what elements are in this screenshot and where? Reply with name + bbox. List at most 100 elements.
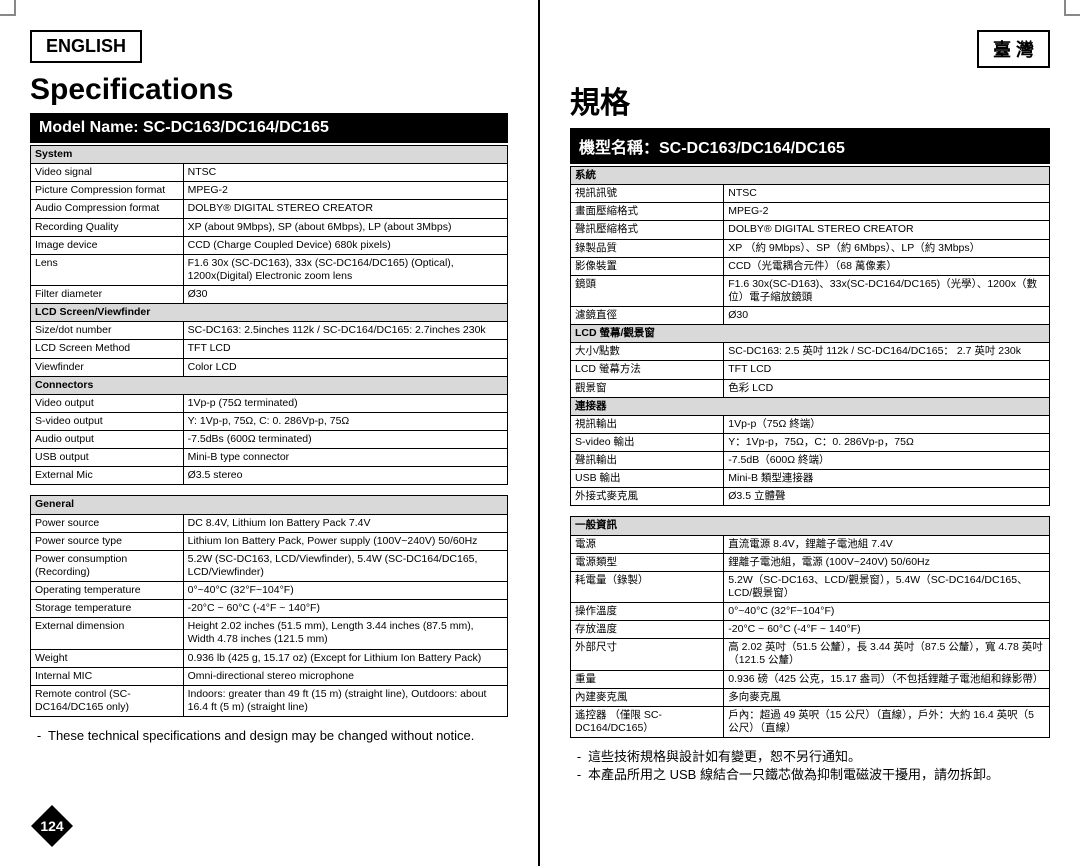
- page-title: 規格: [570, 78, 1050, 122]
- footnotes: -These technical specifications and desi…: [30, 727, 508, 745]
- table-row: 外部尺寸高 2.02 英吋（51.5 公釐），長 3.44 英吋（87.5 公釐…: [571, 639, 1050, 670]
- table-row: USB 輸出Mini-B 類型連接器: [571, 470, 1050, 488]
- page-number: 124: [30, 804, 74, 848]
- table-row: Operating temperature0°~40°C (32°F~104°F…: [31, 582, 508, 600]
- table-row: Recording QualityXP (about 9Mbps), SP (a…: [31, 218, 508, 236]
- table-row: 重量0.936 磅（425 公克，15.17 盎司）（不包括鋰離子電池組和錄影帶…: [571, 670, 1050, 688]
- spec-key: LCD 螢幕方法: [571, 361, 724, 379]
- spec-value: -7.5dBs (600Ω terminated): [183, 431, 507, 449]
- spec-key: 聲訊壓縮格式: [571, 221, 724, 239]
- table-row: External MicØ3.5 stereo: [31, 467, 508, 485]
- table-section-header: 一般資訊: [571, 517, 1050, 535]
- spec-value: 0°~40°C (32°F~104°F): [183, 582, 507, 600]
- language-label: ENGLISH: [46, 36, 126, 56]
- spec-key: 影像裝置: [571, 257, 724, 275]
- spec-key: 耗電量（錄製）: [571, 571, 724, 602]
- table-row: 畫面壓縮格式MPEG-2: [571, 203, 1050, 221]
- page-title: Specifications: [30, 73, 508, 107]
- table-row: 外接式麥克風Ø3.5 立體聲: [571, 488, 1050, 506]
- table-row: LCD Screen MethodTFT LCD: [31, 340, 508, 358]
- spec-key: 大小/點數: [571, 343, 724, 361]
- table-row: 視訊訊號NTSC: [571, 185, 1050, 203]
- lang-row: 臺 灣: [570, 30, 1050, 68]
- spec-value: TFT LCD: [724, 361, 1050, 379]
- spec-key: 遙控器 （僅限 SC-DC164/DC165）: [571, 706, 724, 737]
- spec-key: 外部尺寸: [571, 639, 724, 670]
- spec-value: Color LCD: [183, 358, 507, 376]
- table-row: Video signalNTSC: [31, 164, 508, 182]
- language-label-box: ENGLISH: [30, 30, 142, 63]
- footnote-text: These technical specifications and desig…: [48, 728, 474, 743]
- spec-value: F1.6 30x (SC-DC163), 33x (SC-DC164/DC165…: [183, 254, 507, 285]
- spec-key: Weight: [31, 649, 184, 667]
- spec-value: Height 2.02 inches (51.5 mm), Length 3.4…: [183, 618, 507, 649]
- spec-value: Lithium Ion Battery Pack, Power supply (…: [183, 532, 507, 550]
- language-label-box: 臺 灣: [977, 30, 1050, 68]
- spec-value: 1Vp-p（75Ω 終端）: [724, 415, 1050, 433]
- spec-key: 視訊訊號: [571, 185, 724, 203]
- spec-key: 觀景窗: [571, 379, 724, 397]
- spec-key: Video output: [31, 394, 184, 412]
- spec-key: 存放溫度: [571, 621, 724, 639]
- table-row: Size/dot numberSC-DC163: 2.5inches 112k …: [31, 322, 508, 340]
- table-row: Internal MICOmni-directional stereo micr…: [31, 667, 508, 685]
- spec-value: DOLBY® DIGITAL STEREO CREATOR: [183, 200, 507, 218]
- spec-value: NTSC: [183, 164, 507, 182]
- spec-value: Ø30: [724, 307, 1050, 325]
- spec-value: 色彩 LCD: [724, 379, 1050, 397]
- spec-value: -20°C ~ 60°C (-4°F ~ 140°F): [183, 600, 507, 618]
- language-label: 臺 灣: [993, 40, 1034, 60]
- spec-key: Image device: [31, 236, 184, 254]
- table-row: Image deviceCCD (Charge Coupled Device) …: [31, 236, 508, 254]
- spec-key: USB 輸出: [571, 470, 724, 488]
- spec-value: 1Vp-p (75Ω terminated): [183, 394, 507, 412]
- table-section-header: LCD Screen/Viewfinder: [31, 304, 508, 322]
- model-name-bar: 機型名稱：SC-DC163/DC164/DC165: [570, 128, 1050, 164]
- table-section-header: 系統: [571, 167, 1050, 185]
- spec-value: 0.936 磅（425 公克，15.17 盎司）（不包括鋰離子電池組和錄影帶）: [724, 670, 1050, 688]
- table-row: 電源類型鋰離子電池組，電源 (100V~240V) 50/60Hz: [571, 553, 1050, 571]
- spec-value: 5.2W（SC-DC163、LCD/觀景窗），5.4W（SC-DC164/DC1…: [724, 571, 1050, 602]
- spec-value: XP （約 9Mbps）、SP（約 6Mbps）、LP（約 3Mbps）: [724, 239, 1050, 257]
- spec-value: Y: 1Vp-p, 75Ω, C: 0. 286Vp-p, 75Ω: [183, 412, 507, 430]
- spec-key: 電源類型: [571, 553, 724, 571]
- model-name-bar: Model Name: SC-DC163/DC164/DC165: [30, 113, 508, 143]
- spec-key: Power source type: [31, 532, 184, 550]
- page-number-badge: 124: [30, 804, 74, 848]
- table-row: 影像裝置CCD（光電耦合元件）（68 萬像素）: [571, 257, 1050, 275]
- spec-value: Y：1Vp-p，75Ω，C：0. 286Vp-p，75Ω: [724, 433, 1050, 451]
- table-row: 觀景窗色彩 LCD: [571, 379, 1050, 397]
- spec-key: Filter diameter: [31, 286, 184, 304]
- spec-key: 電源: [571, 535, 724, 553]
- crop-mark-icon: [0, 0, 16, 16]
- table-row: 濾鏡直徑Ø30: [571, 307, 1050, 325]
- table-row: Storage temperature-20°C ~ 60°C (-4°F ~ …: [31, 600, 508, 618]
- spec-key: 外接式麥克風: [571, 488, 724, 506]
- spec-value: 0.936 lb (425 g, 15.17 oz) (Except for L…: [183, 649, 507, 667]
- spec-key: External dimension: [31, 618, 184, 649]
- spec-value: 鋰離子電池組，電源 (100V~240V) 50/60Hz: [724, 553, 1050, 571]
- table-row: Remote control (SC-DC164/DC165 only)Indo…: [31, 685, 508, 716]
- right-page: 臺 灣 規格 機型名稱：SC-DC163/DC164/DC165 系統視訊訊號N…: [540, 0, 1080, 866]
- spec-key: Audio output: [31, 431, 184, 449]
- table-row: Power consumption (Recording)5.2W (SC-DC…: [31, 550, 508, 581]
- spec-key: Audio Compression format: [31, 200, 184, 218]
- table-row: Weight0.936 lb (425 g, 15.17 oz) (Except…: [31, 649, 508, 667]
- spec-key: 濾鏡直徑: [571, 307, 724, 325]
- table-row: External dimensionHeight 2.02 inches (51…: [31, 618, 508, 649]
- table-section-header: Connectors: [31, 376, 508, 394]
- spec-value: F1.6 30x(SC-D163)、33x(SC-DC164/DC165)（光學…: [724, 275, 1050, 306]
- spec-key: 重量: [571, 670, 724, 688]
- table-row: LensF1.6 30x (SC-DC163), 33x (SC-DC164/D…: [31, 254, 508, 285]
- spec-value: Mini-B type connector: [183, 449, 507, 467]
- spec-key: 錄製品質: [571, 239, 724, 257]
- spec-value: DC 8.4V, Lithium Ion Battery Pack 7.4V: [183, 514, 507, 532]
- table-row: Audio output-7.5dBs (600Ω terminated): [31, 431, 508, 449]
- spec-value: CCD（光電耦合元件）（68 萬像素）: [724, 257, 1050, 275]
- table-row: 聲訊輸出-7.5dB（600Ω 終端）: [571, 452, 1050, 470]
- table-section-header: 連接器: [571, 397, 1050, 415]
- spec-key: Video signal: [31, 164, 184, 182]
- spec-table-general: GeneralPower sourceDC 8.4V, Lithium Ion …: [30, 495, 508, 717]
- spec-value: 戶內：超過 49 英呎（15 公尺）（直線），戶外：大約 16.4 英呎（5 公…: [724, 706, 1050, 737]
- spec-value: 0°~40°C (32°F~104°F): [724, 603, 1050, 621]
